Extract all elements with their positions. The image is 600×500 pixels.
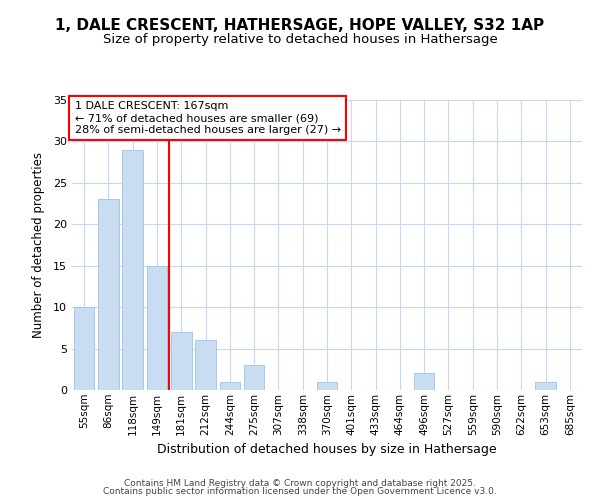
Bar (535, 382, 556, 390)
Bar (122, 150, 143, 390)
Text: 1 DALE CRESCENT: 167sqm
← 71% of detached houses are smaller (69)
28% of semi-de: 1 DALE CRESCENT: 167sqm ← 71% of detache… (74, 102, 341, 134)
Text: Contains HM Land Registry data © Crown copyright and database right 2025.: Contains HM Land Registry data © Crown c… (124, 478, 476, 488)
Bar (98, 200, 119, 390)
Bar (317, 382, 337, 390)
Bar (414, 374, 434, 390)
Text: Contains public sector information licensed under the Open Government Licence v3: Contains public sector information licen… (103, 487, 497, 496)
Text: Size of property relative to detached houses in Hathersage: Size of property relative to detached ho… (103, 32, 497, 46)
Text: 1, DALE CRESCENT, HATHERSAGE, HOPE VALLEY, S32 1AP: 1, DALE CRESCENT, HATHERSAGE, HOPE VALLE… (55, 18, 545, 32)
Y-axis label: Number of detached properties: Number of detached properties (32, 152, 44, 338)
Bar (74, 307, 94, 390)
X-axis label: Distribution of detached houses by size in Hathersage: Distribution of detached houses by size … (157, 443, 497, 456)
Bar (244, 365, 265, 390)
Bar (220, 382, 240, 390)
Bar (146, 266, 167, 390)
Bar (195, 340, 216, 390)
Bar (171, 332, 191, 390)
